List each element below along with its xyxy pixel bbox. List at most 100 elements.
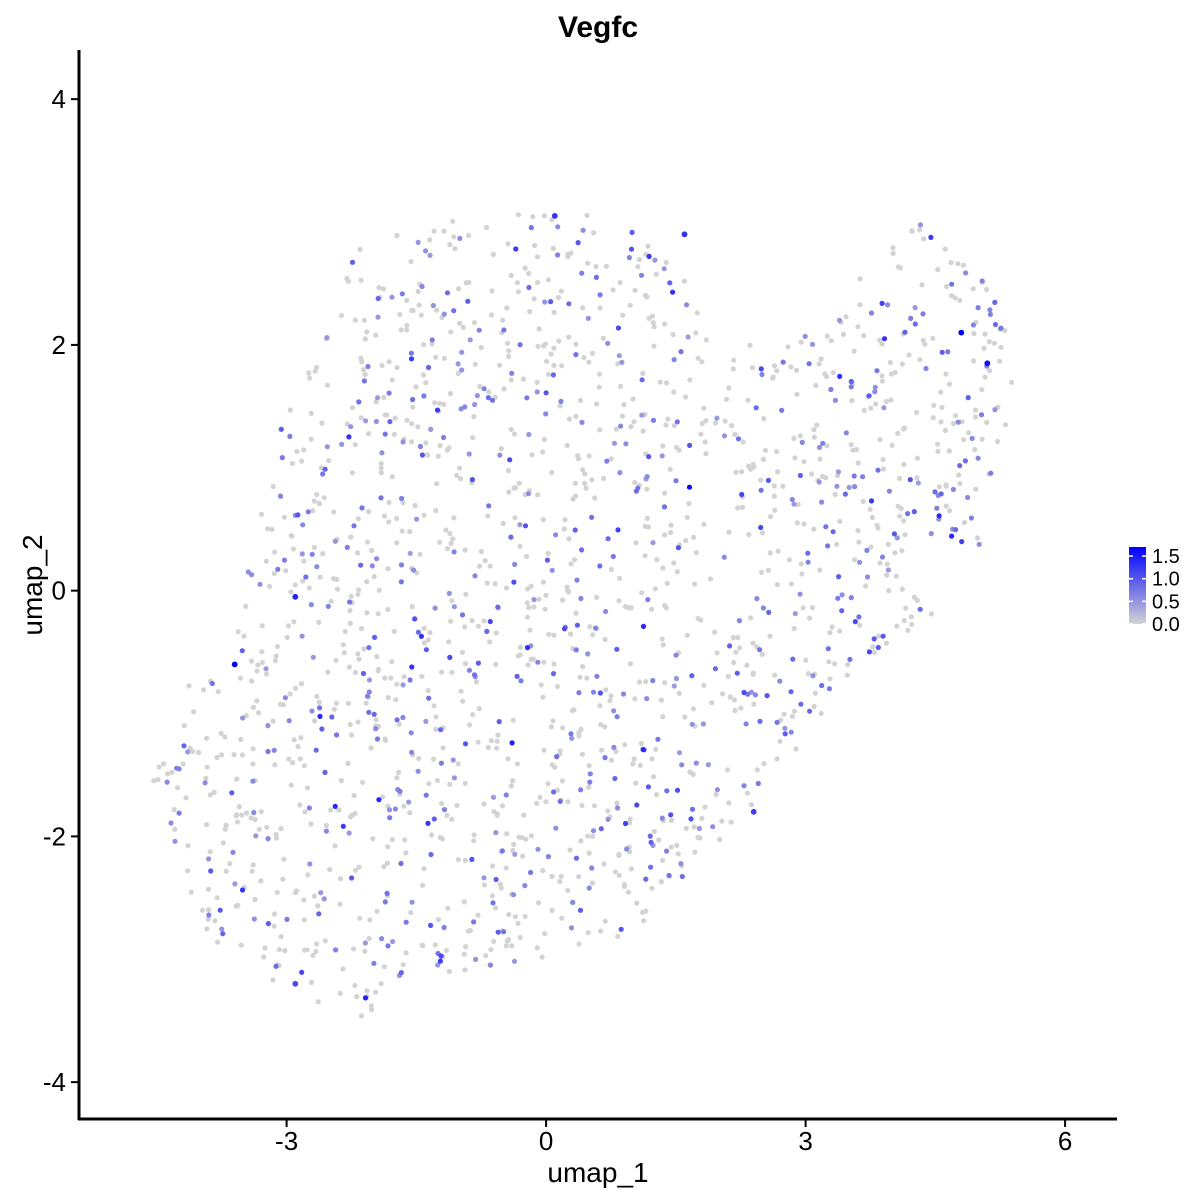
cell-point — [438, 727, 444, 733]
cell-point — [591, 230, 597, 236]
cell-point — [316, 619, 322, 625]
cell-point — [589, 350, 596, 356]
cell-point — [366, 509, 372, 515]
cell-point — [848, 378, 854, 385]
cell-point — [282, 695, 288, 701]
cell-point — [573, 352, 579, 358]
cell-point — [431, 703, 437, 709]
cell-point — [423, 647, 429, 653]
cell-point — [630, 396, 636, 402]
cell-point — [365, 539, 371, 545]
cell-point — [645, 784, 652, 790]
cell-point — [901, 618, 907, 624]
cell-point — [871, 649, 877, 656]
cell-point — [566, 589, 572, 595]
cell-point — [629, 229, 635, 235]
cell-point — [432, 400, 438, 406]
cell-point — [914, 475, 920, 481]
cell-point — [348, 424, 354, 430]
cell-point — [749, 365, 756, 371]
cell-point — [637, 762, 643, 769]
cell-point — [280, 702, 286, 708]
cell-point — [640, 370, 646, 376]
cell-point — [805, 550, 811, 556]
cell-point — [800, 605, 806, 611]
cell-point — [363, 700, 369, 706]
cell-point — [289, 460, 295, 467]
cell-point — [516, 480, 522, 486]
cell-point — [674, 419, 680, 425]
cell-point — [550, 372, 557, 378]
cell-point — [874, 522, 880, 528]
cell-point — [686, 500, 692, 507]
cell-point — [467, 337, 473, 343]
cell-point — [465, 232, 472, 239]
cell-point — [589, 880, 596, 886]
cell-point — [596, 384, 602, 390]
cell-point — [503, 865, 509, 871]
cell-point — [325, 603, 331, 610]
cell-point — [292, 685, 299, 692]
cell-point — [362, 371, 368, 378]
cell-point — [384, 890, 390, 897]
cell-point — [506, 348, 512, 354]
cell-point — [959, 419, 965, 425]
cell-point — [505, 468, 511, 474]
cell-point — [394, 540, 400, 546]
cell-point — [707, 576, 714, 582]
cell-point — [356, 656, 362, 662]
x-axis-label: umap_1 — [547, 1157, 648, 1188]
cell-point — [291, 737, 297, 743]
cell-point — [870, 644, 876, 650]
cell-point — [381, 394, 387, 401]
cell-point — [185, 843, 191, 849]
cell-point — [792, 455, 798, 461]
cell-point — [961, 437, 967, 443]
cell-point — [701, 521, 707, 527]
cell-point — [597, 427, 603, 433]
cell-point — [664, 788, 670, 794]
cell-point — [644, 474, 650, 480]
cell-point — [421, 625, 427, 631]
cell-point — [619, 413, 626, 419]
cell-point — [979, 278, 985, 284]
cell-point — [580, 227, 586, 233]
cell-point — [415, 239, 421, 245]
cell-point — [513, 246, 519, 252]
cell-point — [400, 500, 406, 506]
cell-point — [640, 428, 646, 434]
cell-point — [324, 444, 330, 450]
cell-point — [462, 780, 468, 787]
cell-point — [541, 747, 547, 753]
cell-point — [438, 669, 445, 675]
cell-point — [290, 760, 296, 766]
cell-point — [830, 529, 836, 535]
cell-point — [361, 367, 367, 373]
cell-point — [930, 335, 936, 341]
cell-point — [652, 586, 658, 592]
cell-point — [600, 335, 607, 341]
cell-point — [487, 618, 493, 625]
cell-point — [602, 918, 608, 924]
cell-point — [415, 424, 421, 430]
cell-point — [537, 794, 543, 801]
cell-point — [541, 659, 547, 665]
cell-point — [441, 355, 447, 361]
cell-point — [814, 422, 820, 428]
cell-point — [740, 439, 746, 445]
cell-point — [540, 517, 546, 523]
cell-point — [524, 645, 531, 651]
cell-point — [598, 826, 604, 832]
cell-point — [622, 820, 629, 827]
cell-point — [608, 693, 614, 699]
cell-point — [485, 513, 491, 519]
cell-point — [172, 838, 178, 844]
cell-point — [885, 541, 891, 547]
cell-point — [712, 420, 719, 426]
cell-point — [908, 315, 914, 321]
cell-point — [271, 923, 277, 929]
cell-point — [448, 329, 454, 335]
cell-point — [444, 546, 451, 552]
cell-point — [345, 700, 351, 707]
cell-point — [608, 566, 615, 573]
